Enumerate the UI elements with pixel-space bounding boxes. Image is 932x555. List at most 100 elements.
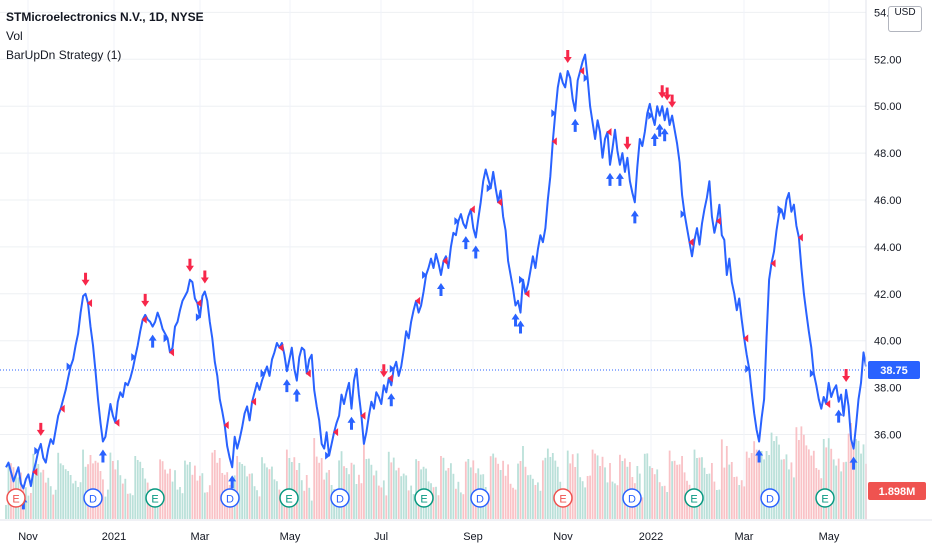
- volume-bar: [832, 459, 835, 519]
- volume-bar: [49, 486, 52, 519]
- volume-bar: [261, 457, 263, 519]
- volume-bar: [266, 467, 268, 519]
- volume-bar: [52, 494, 55, 519]
- volume-bar: [452, 473, 455, 519]
- volume-bar: [763, 459, 765, 519]
- volume-bar: [733, 477, 736, 519]
- volume-bar: [34, 462, 37, 519]
- volume-bar: [129, 493, 132, 519]
- volume-bar: [442, 457, 445, 519]
- volume-bar: [581, 481, 584, 519]
- volume-bar: [698, 457, 701, 519]
- long-signal-arrow: [98, 449, 107, 463]
- volume-bar: [139, 461, 142, 519]
- earnings-marker: [145, 488, 165, 508]
- volume-bar: [268, 469, 271, 519]
- chart-legend: STMicroelectronics N.V., 1D, NYSE Vol Ba…: [6, 8, 204, 65]
- volume-bar: [256, 490, 258, 519]
- volume-bar: [236, 456, 239, 519]
- volume-bar: [574, 467, 577, 519]
- volume-bar: [186, 464, 189, 519]
- y-tick-label: 52.00: [874, 54, 902, 66]
- volume-bar: [365, 459, 368, 519]
- volume-bar: [862, 444, 865, 519]
- dividend-marker: [83, 488, 103, 508]
- volume-bar: [517, 463, 519, 519]
- entry-marker: [34, 446, 40, 455]
- exit-marker: [87, 299, 93, 308]
- long-signal-arrow: [571, 118, 580, 132]
- symbol-title[interactable]: STMicroelectronics N.V., 1D, NYSE: [6, 10, 204, 24]
- event-marker-letter: E: [420, 494, 427, 506]
- volume-bar: [845, 461, 848, 519]
- long-signal-arrow: [471, 245, 480, 259]
- event-marker-letter: E: [151, 494, 158, 506]
- volume-bar: [310, 500, 313, 519]
- volume-bar: [464, 461, 467, 519]
- volume-bar: [467, 459, 470, 519]
- volume-bar: [141, 468, 144, 519]
- volume-bar: [124, 478, 127, 519]
- volume-bar: [755, 449, 758, 519]
- volume-bar: [740, 480, 743, 519]
- volume-bar: [541, 460, 544, 519]
- event-marker-letter: E: [12, 494, 19, 506]
- volume-bar: [273, 479, 276, 519]
- volume-bar: [415, 459, 418, 519]
- volume-bar: [144, 478, 147, 519]
- long-signal-arrow: [282, 379, 291, 393]
- entry-marker: [66, 362, 72, 371]
- volume-bar: [387, 451, 390, 519]
- entry-marker: [195, 313, 201, 322]
- volume-bar: [750, 453, 753, 519]
- volume-bar: [181, 493, 184, 519]
- volume-bar: [708, 473, 711, 519]
- exit-marker: [169, 348, 175, 357]
- volume-bar: [758, 458, 761, 519]
- volume-bar: [251, 473, 253, 519]
- volume-bar: [400, 476, 403, 519]
- currency-badge[interactable]: USD: [888, 6, 922, 32]
- volume-bar: [213, 450, 216, 519]
- volume-bar: [201, 473, 204, 519]
- volume-bar: [753, 441, 756, 519]
- volume-bar: [802, 434, 805, 519]
- volume-bar: [492, 453, 495, 519]
- volume-bar: [104, 496, 107, 519]
- volume-bar: [569, 463, 572, 519]
- volume-bar: [64, 469, 67, 519]
- short-signal-arrow: [141, 293, 150, 307]
- exit-marker: [360, 411, 366, 420]
- strategy-label[interactable]: BarUpDn Strategy (1): [6, 48, 122, 62]
- exit-marker: [333, 428, 339, 437]
- volume-bar: [320, 458, 323, 519]
- volume-bar: [169, 468, 171, 519]
- volume-bar: [196, 480, 199, 519]
- volume-bar: [676, 464, 678, 519]
- volume-bar: [5, 505, 7, 519]
- volume-bar: [514, 489, 517, 519]
- volume-bar: [725, 446, 728, 519]
- volume-bar: [437, 495, 440, 519]
- volume-bar: [238, 462, 241, 519]
- volume-bar: [370, 464, 373, 519]
- volume-bar: [723, 467, 726, 519]
- volume-bar: [738, 485, 741, 519]
- volume-bar: [546, 448, 549, 519]
- volume-bar: [44, 482, 47, 519]
- volume-bar: [355, 484, 358, 519]
- volume-bar: [382, 480, 385, 519]
- volume-bar: [395, 470, 398, 519]
- volume-bar: [72, 483, 75, 519]
- x-tick-label: Mar: [735, 531, 754, 543]
- exit-marker: [743, 334, 749, 343]
- volume-bar: [502, 460, 505, 519]
- volume-bar: [121, 483, 124, 519]
- volume-label[interactable]: Vol: [6, 29, 23, 43]
- volume-bar: [706, 474, 708, 519]
- exit-marker: [825, 400, 831, 409]
- volume-bar: [67, 471, 70, 519]
- short-signal-arrow: [842, 368, 851, 382]
